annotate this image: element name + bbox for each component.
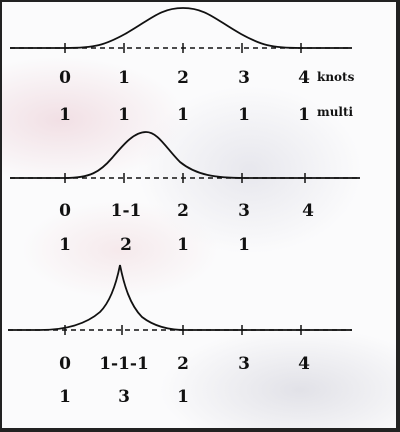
multiplicity-label: 3 [118, 387, 130, 407]
panel-uniform: 0 1 2 3 4 knots 1 1 1 1 1 multi [10, 7, 355, 125]
knot-label: 2 [177, 68, 189, 88]
multiplicity-label: 1 [59, 387, 71, 407]
multiplicity-label: 1 [59, 235, 71, 255]
knot-label: 1-1 [111, 201, 142, 221]
knot-label: 0 [59, 201, 71, 221]
knot-ticks [64, 325, 302, 335]
multiplicity-label: 1 [177, 105, 189, 125]
basis-curve [8, 264, 352, 331]
knot-ticks [64, 43, 302, 53]
panel-double: 0 1-1 2 3 4 1 2 1 1 [10, 131, 360, 255]
multiplicity-label: 1 [59, 105, 71, 125]
knot-label: 0 [59, 68, 71, 88]
multiplicity-label: 1 [238, 235, 250, 255]
knots-caption: knots [317, 70, 355, 84]
multi-caption: multi [317, 105, 354, 119]
basis-curve [10, 131, 360, 179]
knot-label: 4 [298, 354, 310, 374]
multiplicity-label: 1 [177, 387, 189, 407]
multiplicity-label: 2 [120, 235, 132, 255]
multiplicity-label: 1 [118, 105, 130, 125]
knot-label: 4 [298, 68, 310, 88]
knot-label: 2 [177, 354, 189, 374]
multiplicity-label: 1 [298, 105, 310, 125]
knot-ticks [64, 173, 306, 183]
basis-curve [10, 7, 352, 49]
knot-label: 3 [238, 68, 250, 88]
knot-label: 1-1-1 [99, 354, 149, 374]
multiplicity-label: 1 [177, 235, 189, 255]
knot-label: 2 [177, 201, 189, 221]
knot-label: 3 [238, 201, 250, 221]
multiplicity-label: 1 [238, 105, 250, 125]
knot-label: 3 [238, 354, 250, 374]
knot-label: 4 [302, 201, 314, 221]
knot-label: 0 [59, 354, 71, 374]
panel-triple: 0 1-1-1 2 3 4 1 3 1 [8, 264, 352, 407]
knot-label: 1 [118, 68, 130, 88]
